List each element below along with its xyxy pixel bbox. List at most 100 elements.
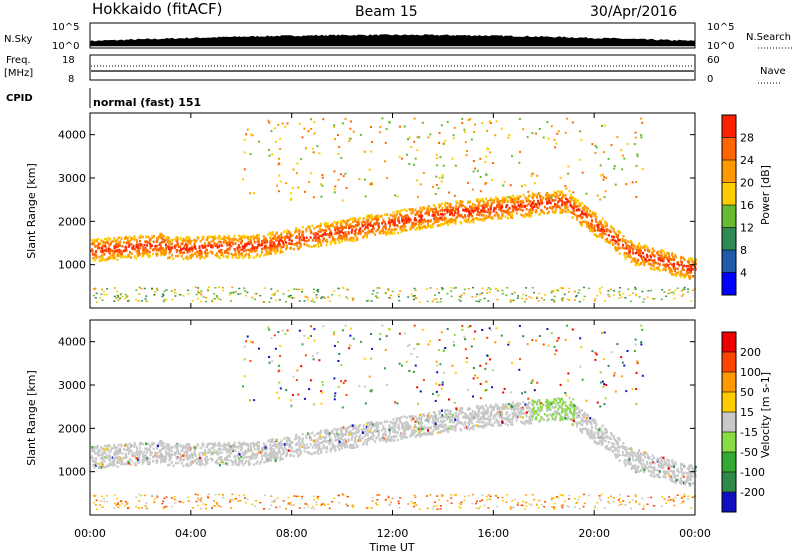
power-point xyxy=(205,301,207,303)
power-point xyxy=(238,240,240,243)
power-point xyxy=(175,255,177,258)
power-point xyxy=(321,185,323,187)
power-point xyxy=(370,126,372,128)
velocity-point xyxy=(535,418,537,421)
power-point xyxy=(463,129,465,131)
power-point xyxy=(338,179,340,181)
power-point xyxy=(119,240,121,243)
power-point xyxy=(165,243,167,246)
power-point xyxy=(513,300,515,302)
power-point xyxy=(393,232,395,235)
power-point xyxy=(367,220,369,223)
power-point xyxy=(454,219,456,222)
nsearch-tick-top: 10^5 xyxy=(707,22,734,33)
power-point xyxy=(132,247,134,250)
power-point xyxy=(488,287,490,289)
power-point xyxy=(660,251,662,254)
power-point xyxy=(553,301,555,303)
power-point xyxy=(123,241,125,244)
power-point xyxy=(596,147,598,149)
velocity-point xyxy=(313,452,315,455)
power-point xyxy=(555,143,557,145)
power-point xyxy=(339,241,341,244)
power-point xyxy=(475,296,477,298)
velocity-point xyxy=(165,446,167,449)
power-point xyxy=(650,290,652,292)
velocity-point xyxy=(658,473,660,476)
power-point xyxy=(458,299,460,301)
power-point xyxy=(465,141,467,143)
power-point xyxy=(363,217,365,220)
power-point xyxy=(485,156,487,158)
power-point xyxy=(462,216,464,219)
power-point xyxy=(389,122,391,124)
power-point xyxy=(472,218,474,221)
velocity-point xyxy=(261,455,263,458)
power-point xyxy=(424,212,426,215)
power-point xyxy=(216,295,218,297)
power-point xyxy=(601,287,603,289)
power-point xyxy=(594,233,596,236)
power-point xyxy=(317,289,319,291)
power-point xyxy=(254,241,256,244)
power-point xyxy=(419,227,421,230)
power-point xyxy=(276,237,278,240)
power-point xyxy=(667,293,669,295)
power-point xyxy=(263,235,265,238)
power-point xyxy=(284,236,286,239)
power-point xyxy=(436,288,438,290)
power-point xyxy=(532,202,534,205)
power-point xyxy=(189,250,191,253)
velocity-point xyxy=(348,432,350,435)
power-point xyxy=(452,158,454,160)
velocity-point xyxy=(573,417,575,420)
velocity-point xyxy=(210,458,212,461)
power-point xyxy=(272,232,274,235)
power-point xyxy=(385,226,387,229)
velocity-point xyxy=(567,416,569,419)
velocity-point xyxy=(305,435,307,438)
power-point xyxy=(325,229,327,232)
power-point xyxy=(562,300,564,302)
station-title: Hokkaido (fitACF) xyxy=(92,0,223,18)
power-point xyxy=(428,225,430,228)
power-point xyxy=(368,232,370,235)
power-point xyxy=(596,295,598,297)
power-point xyxy=(263,301,265,303)
power-point xyxy=(579,301,581,303)
power-point xyxy=(197,292,199,294)
velocity-point xyxy=(221,459,223,462)
velocity-point xyxy=(240,444,242,447)
power-point xyxy=(159,234,161,237)
power-point xyxy=(524,216,526,219)
power-point xyxy=(591,226,593,229)
power-point xyxy=(171,299,173,301)
power-point xyxy=(118,255,120,258)
power-point xyxy=(304,191,306,193)
power-point xyxy=(409,208,411,211)
power-point xyxy=(285,182,287,184)
power-point xyxy=(135,299,137,301)
power-point xyxy=(301,289,303,291)
power-point xyxy=(204,246,206,249)
freq-label-line1: Freq. xyxy=(6,55,31,66)
velocity-point xyxy=(673,474,675,477)
power-point xyxy=(654,268,656,271)
velocity-point xyxy=(149,446,151,449)
power-point xyxy=(526,208,528,211)
power-point xyxy=(344,231,346,234)
velocity-point xyxy=(564,417,566,420)
power-point xyxy=(346,187,348,189)
power-point xyxy=(490,122,492,124)
power-point xyxy=(331,225,333,228)
power-point xyxy=(419,302,421,304)
power-point xyxy=(605,190,607,192)
power-point xyxy=(330,232,332,235)
power-point xyxy=(119,298,121,300)
power-point xyxy=(469,221,471,224)
velocity-point xyxy=(595,428,597,431)
power-point xyxy=(659,263,661,266)
power-point xyxy=(152,253,154,256)
power-point xyxy=(567,298,569,300)
power-point xyxy=(603,151,605,153)
